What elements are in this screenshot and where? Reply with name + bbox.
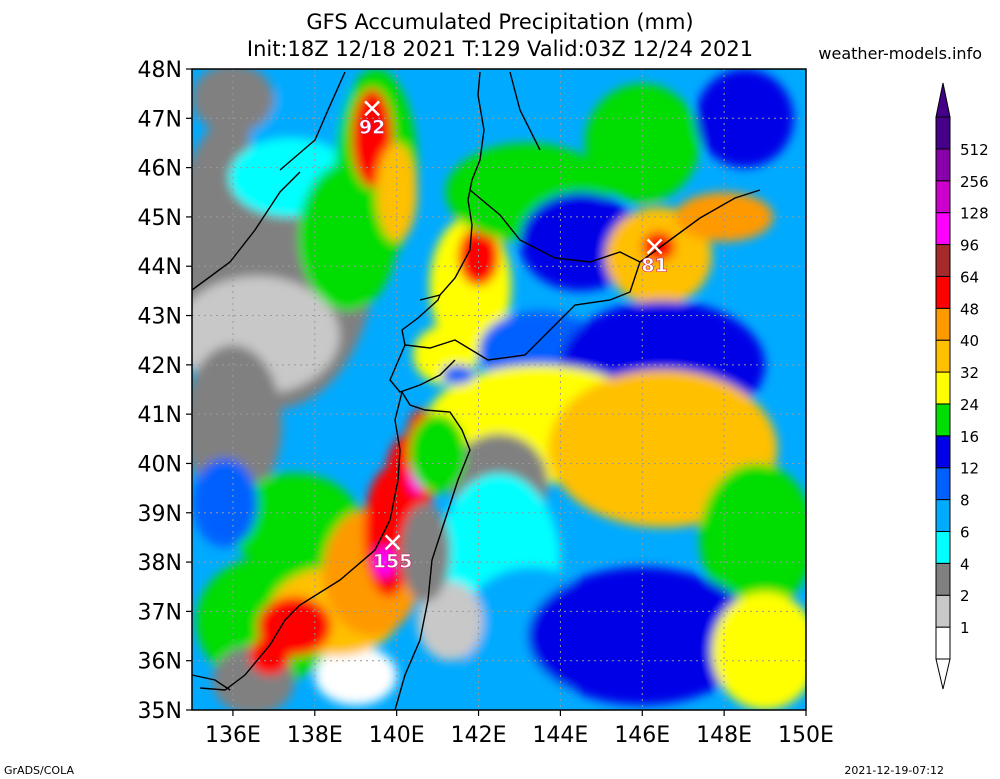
y-tick-label: 40N [138, 452, 182, 477]
precip-patch [192, 69, 274, 134]
x-tick-label: 148E [696, 723, 752, 748]
maximum-cross [384, 534, 401, 551]
y-tick-label: 37N [138, 600, 182, 625]
precip-patch [314, 645, 397, 706]
y-tick-label: 36N [138, 650, 182, 675]
footer-timestamp: 2021-12-19-07:12 [844, 764, 944, 777]
y-tick-label: 41N [138, 403, 182, 428]
colorbar-label: 1 [960, 619, 970, 637]
precip-patch [675, 192, 774, 242]
colorbar-label: 16 [960, 428, 979, 446]
colorbar-label: 128 [960, 205, 989, 223]
colorbar-label: 32 [960, 364, 979, 382]
colorbar-swatch [935, 467, 951, 501]
precip-patch [400, 502, 450, 602]
colorbar-top-arrow [935, 82, 951, 118]
plot-frame [191, 68, 807, 711]
colorbar-swatch [935, 594, 951, 628]
colorbar-swatch [935, 403, 951, 437]
colorbar-swatch [935, 371, 951, 405]
precip-patch [699, 463, 806, 612]
colorbar-label: 4 [960, 555, 970, 573]
maximum-marker: 81 [641, 238, 668, 277]
y-tick-label: 45N [138, 206, 182, 231]
colorbar-swatch [935, 307, 951, 341]
maximum-value: 155 [373, 550, 413, 572]
precip-patch [711, 591, 806, 710]
chart-title: GFS Accumulated Precipitation (mm) [306, 10, 694, 34]
colorbar-swatch [935, 180, 951, 214]
colorbar-swatch [935, 148, 951, 182]
colorbar-label: 48 [960, 300, 979, 318]
maximum-marker: 92 [359, 100, 386, 139]
y-tick-label: 39N [138, 502, 182, 527]
x-tick-label: 136E [205, 723, 261, 748]
colorbar-label: 512 [960, 141, 989, 159]
y-tick-label: 48N [138, 58, 182, 83]
colorbar-label: 8 [960, 492, 970, 510]
footer-software: GrADS/COLA [4, 764, 74, 777]
y-tick-label: 46N [138, 157, 182, 182]
maximum-cross [364, 100, 380, 117]
colorbar-label: 40 [960, 332, 979, 350]
precip-patch [192, 458, 258, 548]
y-tick-label: 47N [138, 107, 182, 132]
site-label: weather-models.info [818, 44, 982, 63]
colorbar-label: 2 [960, 587, 970, 605]
colorbar-swatch [935, 212, 951, 246]
colorbar-swatch [935, 244, 951, 277]
coastlines [191, 71, 761, 711]
colorbar-swatch [935, 530, 951, 564]
colorbar-label: 256 [960, 173, 989, 191]
y-tick-label: 43N [138, 305, 182, 330]
y-tick-label: 38N [138, 551, 182, 576]
x-tick-label: 142E [451, 723, 507, 748]
colorbar-label: 96 [960, 237, 979, 255]
precipitation-field [192, 69, 806, 710]
y-tick-label: 35N [138, 699, 182, 724]
colorbar-swatch [935, 275, 951, 309]
maximum-value: 92 [359, 116, 385, 138]
x-tick-label: 146E [614, 723, 670, 748]
colorbar-swatch [935, 435, 951, 469]
colorbar-bottom-arrow [935, 658, 951, 690]
x-tick-label: 138E [287, 723, 343, 748]
colorbar-swatch [935, 626, 951, 660]
precip-patch [527, 567, 757, 706]
y-tick-label: 44N [138, 255, 182, 280]
x-axis-labels: 136E 138E 140E 142E 144E 146E 148E 150E [205, 710, 834, 748]
colorbar-label: 64 [960, 268, 979, 286]
maxima-markers: 92 81 155 [359, 100, 668, 573]
precip-patch [408, 414, 467, 494]
colorbar-label: 6 [960, 523, 970, 541]
colorbar-swatch [935, 499, 951, 532]
precip-patch [249, 636, 291, 676]
colorbar-swatch [935, 339, 951, 373]
x-tick-label: 150E [778, 723, 834, 748]
precip-patch [376, 142, 418, 242]
precip-patch [441, 364, 475, 385]
maximum-value: 81 [641, 255, 667, 277]
y-axis-labels: 35N 36N 37N 38N 39N 40N 41N 42N 43N 44N 45N 46N 47N 4… [138, 58, 192, 724]
y-tick-label: 42N [138, 354, 182, 379]
colorbar-swatch [935, 562, 951, 596]
colorbar-swatch [935, 116, 951, 150]
x-tick-label: 144E [532, 723, 588, 748]
precip-patch [417, 581, 483, 661]
colorbar-label: 12 [960, 460, 979, 478]
colorbar-label: 24 [960, 396, 979, 414]
maximum-marker: 155 [372, 534, 413, 573]
x-tick-label: 140E [369, 723, 425, 748]
chart-subtitle: Init:18Z 12/18 2021 T:129 Valid:03Z 12/2… [246, 37, 754, 61]
maximum-cross [646, 238, 663, 255]
